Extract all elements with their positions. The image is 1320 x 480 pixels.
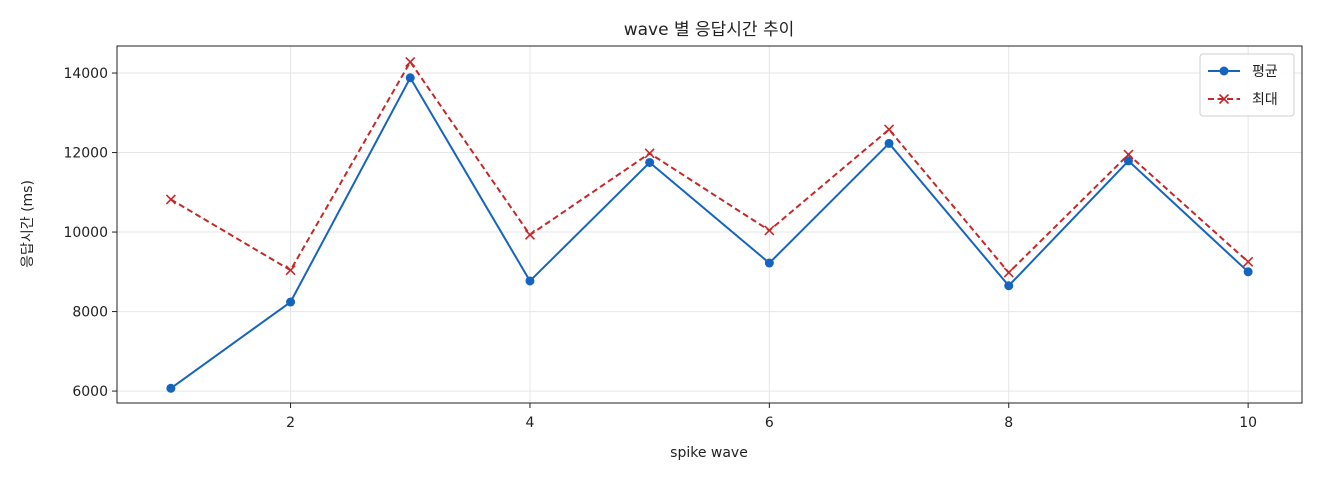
series-group	[165, 56, 1254, 393]
data-point	[286, 297, 296, 307]
data-point	[165, 194, 176, 205]
data-point	[525, 276, 535, 286]
y-axis: 6000 8000 10000 12000 14000	[63, 66, 117, 400]
legend-label: 최대	[1252, 92, 1278, 108]
series-2	[165, 56, 1254, 278]
data-point	[1003, 267, 1014, 278]
data-point	[285, 265, 296, 276]
x-tick-label: 10	[1239, 415, 1257, 431]
data-point	[1123, 156, 1133, 166]
data-point	[1243, 256, 1254, 267]
y-tick-label: 14000	[63, 66, 108, 82]
grid	[117, 46, 1302, 403]
data-point	[1004, 281, 1014, 291]
legend-label: 평균	[1252, 64, 1278, 80]
data-point	[405, 56, 416, 67]
y-tick-label: 10000	[63, 225, 108, 241]
series-line	[170, 76, 1249, 390]
data-point	[1243, 267, 1253, 277]
data-point	[405, 73, 415, 83]
series-line	[170, 60, 1249, 274]
legend-item: 최대	[1208, 92, 1278, 108]
legend-item: 평균	[1208, 64, 1278, 80]
chart-title: wave 별 응답시간 추이	[624, 20, 795, 40]
y-tick-label: 8000	[72, 305, 108, 321]
data-point	[524, 229, 536, 240]
y-tick-label: 6000	[72, 384, 108, 400]
legend-marker	[1218, 93, 1230, 105]
data-point	[166, 383, 176, 393]
x-tick-label: 8	[1004, 415, 1013, 431]
data-point	[764, 258, 774, 268]
legend-marker	[1219, 66, 1229, 76]
y-axis-label: 응답시간 (ms)	[20, 180, 36, 268]
data-point	[883, 124, 895, 135]
y-tick-label: 12000	[63, 146, 108, 162]
x-axis: 2 4 6 8 10	[286, 403, 1257, 431]
data-point	[1123, 149, 1134, 160]
data-point	[645, 157, 655, 167]
data-point	[764, 225, 775, 236]
legend-box	[1199, 53, 1295, 117]
x-tick-label: 6	[765, 415, 774, 431]
x-axis-label: spike wave	[670, 445, 748, 461]
x-tick-label: 2	[286, 415, 295, 431]
plot-frame	[116, 45, 1303, 404]
data-point	[644, 148, 655, 159]
x-tick-label: 4	[525, 415, 534, 431]
data-point	[884, 138, 894, 148]
series-1	[166, 73, 1253, 393]
